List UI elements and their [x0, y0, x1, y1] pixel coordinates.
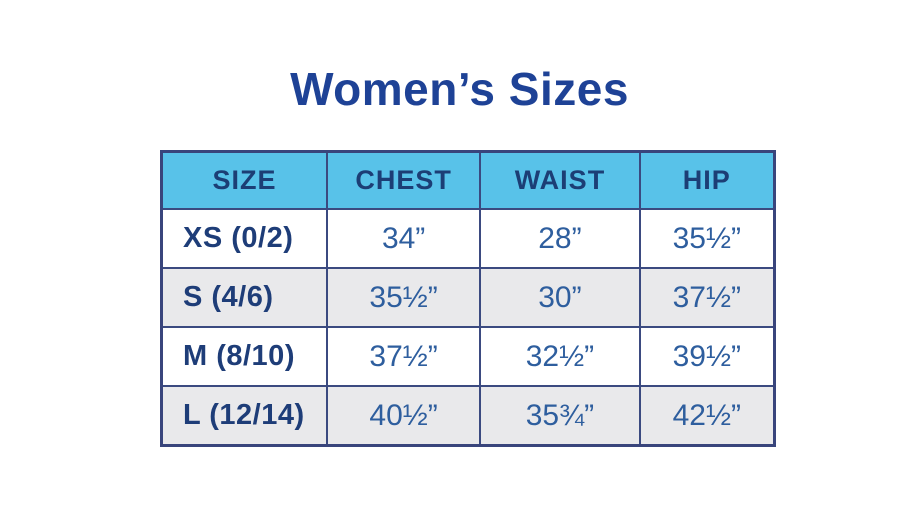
- chest-value: 35½”: [325, 267, 482, 328]
- table-row-s: S (4/6) 35½” 30” 37½”: [160, 267, 776, 328]
- waist-value: 28”: [479, 208, 641, 269]
- waist-value: 32½”: [479, 326, 641, 387]
- table-row-m: M (8/10) 37½” 32½” 39½”: [160, 326, 776, 387]
- waist-value: 35¾”: [479, 385, 641, 447]
- hip-value: 42½”: [638, 385, 776, 447]
- hip-value: 37½”: [638, 267, 776, 328]
- table-row-xs: XS (0/2) 34” 28” 35½”: [160, 208, 776, 269]
- size-label: S (4/6): [160, 267, 328, 328]
- size-table: SIZE CHEST WAIST HIP XS (0/2) 34” 28” 35…: [160, 150, 776, 447]
- hip-value: 35½”: [638, 208, 776, 269]
- table-header: SIZE CHEST WAIST HIP: [160, 150, 776, 210]
- hip-value: 39½”: [638, 326, 776, 387]
- chest-value: 34”: [325, 208, 482, 269]
- column-header-size: SIZE: [160, 150, 328, 210]
- page-title: Women’s Sizes: [290, 63, 629, 115]
- chest-value: 40½”: [325, 385, 482, 447]
- waist-value: 30”: [479, 267, 641, 328]
- table-row-l: L (12/14) 40½” 35¾” 42½”: [160, 385, 776, 447]
- size-table-container: SIZE CHEST WAIST HIP XS (0/2) 34” 28” 35…: [160, 150, 776, 447]
- column-header-waist: WAIST: [479, 150, 641, 210]
- size-label: L (12/14): [160, 385, 328, 447]
- table-body: XS (0/2) 34” 28” 35½” S (4/6) 35½” 30” 3…: [160, 208, 776, 447]
- header-row: SIZE CHEST WAIST HIP: [160, 150, 776, 210]
- column-header-chest: CHEST: [325, 150, 482, 210]
- chest-value: 37½”: [325, 326, 482, 387]
- column-header-hip: HIP: [638, 150, 776, 210]
- size-label: M (8/10): [160, 326, 328, 387]
- size-label: XS (0/2): [160, 208, 328, 269]
